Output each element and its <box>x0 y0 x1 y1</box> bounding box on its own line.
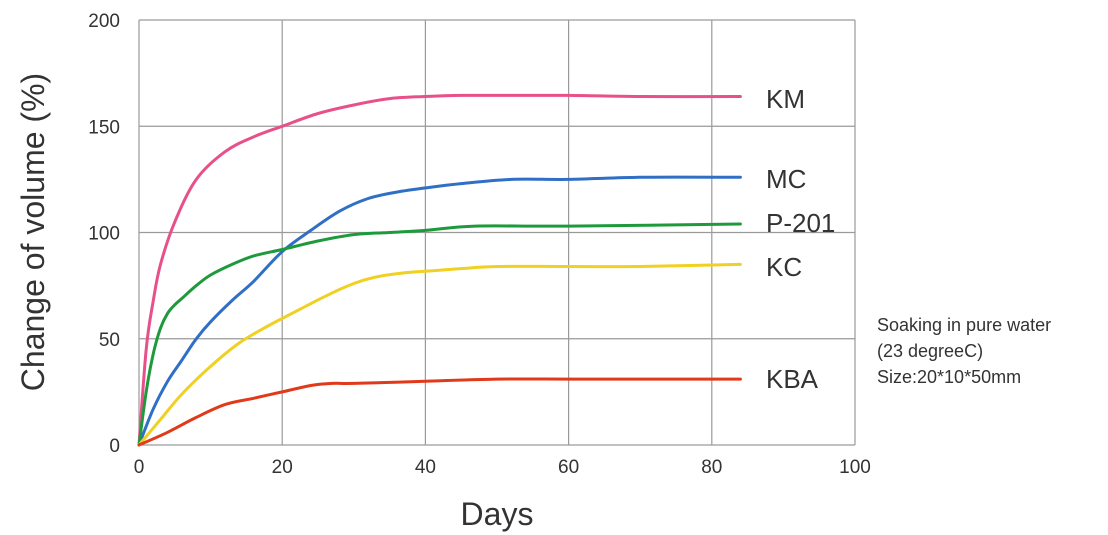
x-tick-label-5: 100 <box>839 457 871 478</box>
series-label-p-201: P-201 <box>766 208 835 238</box>
y-tick-label-2: 100 <box>88 224 120 245</box>
x-tick-label-0: 0 <box>134 457 145 478</box>
series-label-kc: KC <box>766 252 802 282</box>
grid <box>138 19 856 446</box>
y-tick-labels: 0 50 100 150 200 <box>88 11 120 457</box>
y-tick-label-4: 200 <box>88 11 120 32</box>
series-line-kc <box>137 262 742 447</box>
x-tick-label-3: 60 <box>558 457 579 478</box>
y-axis-label: Change of volume (%) <box>15 73 51 391</box>
series-line-km <box>137 93 742 447</box>
x-tick-label-2: 40 <box>415 457 436 478</box>
soaking-conditions-note: Soaking in pure water (23 degreeC) Size:… <box>877 312 1051 390</box>
note-line-1: Soaking in pure water <box>877 315 1052 335</box>
series-label-km: KM <box>766 84 805 114</box>
x-axis-label: Days <box>461 496 534 532</box>
series-line-p-201 <box>137 222 742 447</box>
note-line-3: Size:20*10*50mm <box>877 367 1022 387</box>
y-tick-label-3: 150 <box>88 117 120 138</box>
series-labels: KM MC P-201 KC KBA <box>766 84 835 394</box>
series-group <box>137 93 742 447</box>
note-line-2: (23 degreeC) <box>877 341 984 361</box>
x-tick-label-4: 80 <box>701 457 722 478</box>
series-line-kba <box>137 377 742 447</box>
y-tick-label-1: 50 <box>99 330 120 351</box>
series-label-mc: MC <box>766 164 806 194</box>
y-tick-label-0: 0 <box>109 436 120 457</box>
series-line-mc <box>137 175 742 447</box>
x-tick-label-1: 20 <box>272 457 293 478</box>
x-tick-labels: 0 20 40 60 80 100 <box>134 457 871 478</box>
series-label-kba: KBA <box>766 364 819 394</box>
